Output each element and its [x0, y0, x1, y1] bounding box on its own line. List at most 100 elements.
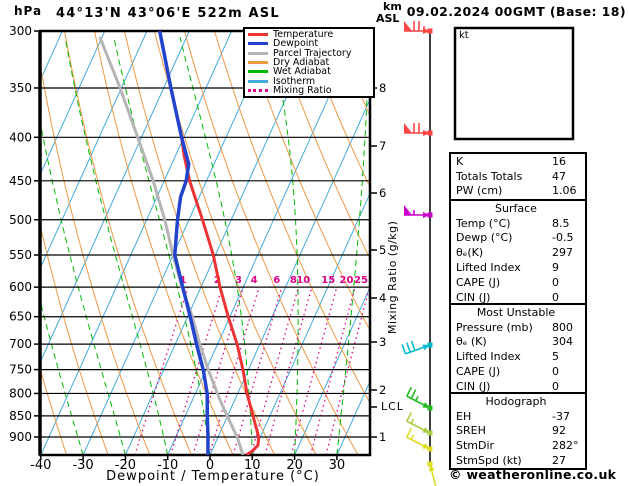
row-label: CAPE (J)	[456, 275, 501, 289]
svg-text:300: 300	[9, 24, 32, 38]
legend-label: Parcel Trajectory	[273, 47, 352, 59]
wet-adiabat-swatch-icon	[248, 70, 268, 74]
row-value: 304	[552, 335, 573, 349]
row-label: EH	[456, 409, 472, 423]
table-row: CAPE (J) 0	[451, 275, 585, 290]
altitude-unit-km-label: km	[383, 0, 402, 13]
row-value: 5	[552, 350, 559, 364]
svg-text:25: 25	[354, 275, 368, 286]
row-label: Lifted Index	[456, 350, 521, 364]
svg-text:400: 400	[9, 130, 32, 144]
svg-text:750: 750	[9, 363, 32, 377]
wind-barb-column	[401, 21, 437, 486]
temperature-swatch-icon	[248, 33, 268, 37]
row-value: 0	[552, 275, 559, 289]
table-row: StmSpd (kt) 27	[451, 453, 585, 468]
table-row: StmDir 282°	[451, 438, 585, 453]
row-value: 27	[552, 454, 566, 468]
table-row: Temp (°C) 8.5	[451, 216, 585, 231]
isotherm-swatch-icon	[248, 79, 268, 83]
hodograph-table: Hodograph EH -37 SREH 92 StmDir 282° StmSpd…	[449, 392, 587, 470]
legend-label: Dewpoint	[273, 38, 319, 50]
x-axis-title: Dewpoint / Temperature (°C)	[106, 469, 320, 484]
svg-text:-40: -40	[30, 458, 51, 473]
svg-text:6: 6	[379, 186, 386, 200]
row-label: SREH	[456, 424, 486, 438]
table-row: CIN (J) 0	[451, 290, 585, 305]
table-row: θₑ(K) 297	[451, 245, 585, 260]
hodograph-unit-label: kt	[459, 30, 469, 41]
svg-text:700: 700	[9, 337, 32, 351]
svg-text:15: 15	[321, 275, 335, 286]
table-row: SREH 92	[451, 424, 585, 439]
table-title: Most Unstable	[476, 305, 556, 319]
svg-text:2: 2	[379, 383, 386, 397]
table-title: Hodograph	[485, 394, 547, 408]
legend: Temperature Dewpoint Parcel Trajectory D…	[243, 27, 375, 99]
svg-text:4: 4	[251, 275, 258, 286]
row-value: 800	[552, 320, 573, 334]
row-value: 297	[552, 246, 573, 260]
row-label: StmSpd (kt)	[456, 454, 522, 468]
legend-label: Mixing Ratio	[273, 84, 332, 96]
dewpoint-curve	[157, 31, 210, 455]
legend-item: Mixing Ratio	[248, 86, 373, 95]
legend-label: Dry Adiabat	[273, 57, 330, 69]
parcel-swatch-icon	[248, 51, 268, 55]
svg-text:650: 650	[9, 310, 32, 324]
svg-text:800: 800	[9, 386, 32, 400]
row-label: Dewp (°C)	[456, 231, 513, 245]
table-row: Dewp (°C) -0.5	[451, 231, 585, 246]
altitude-unit-asl-label: ASL	[376, 12, 400, 25]
mixing-ratio-axis-title: Mixing Ratio (g/kg)	[386, 220, 399, 334]
row-value: 47	[552, 169, 566, 183]
indices-table: K 16 Totals Totals 47 PW (cm) 1.06	[449, 152, 587, 203]
table-row: CAPE (J) 0	[451, 364, 585, 379]
legend-item: Wet Adiabat	[248, 66, 373, 78]
legend-item: Isotherm	[248, 75, 373, 87]
svg-text:4: 4	[379, 291, 386, 305]
svg-text:5: 5	[379, 243, 386, 257]
svg-text:350: 350	[9, 81, 32, 95]
legend-label: Wet Adiabat	[273, 66, 331, 78]
svg-text:1: 1	[180, 275, 187, 286]
table-row: θₑ (K) 304	[451, 335, 585, 350]
row-value: 0	[552, 290, 559, 304]
svg-text:550: 550	[9, 248, 32, 262]
table-title: Surface	[495, 201, 537, 215]
axis-labels: 300350400450500550600650700750800850900-…	[9, 24, 386, 473]
row-value: 0	[552, 365, 559, 379]
row-label: θₑ(K)	[456, 246, 484, 260]
row-label: Totals Totals	[456, 169, 523, 183]
dewpoint-swatch-icon	[248, 42, 268, 46]
svg-text:10: 10	[244, 458, 261, 473]
svg-text:8: 8	[290, 275, 297, 286]
svg-text:500: 500	[9, 213, 32, 227]
pressure-gridlines	[38, 29, 372, 457]
sounding-curves	[98, 31, 261, 455]
svg-text:8: 8	[379, 81, 386, 95]
row-value: 92	[552, 424, 566, 438]
row-value: 16	[552, 154, 566, 168]
svg-text:-30: -30	[72, 458, 93, 473]
svg-text:850: 850	[9, 409, 32, 423]
row-value: 9	[552, 261, 559, 275]
legend-item: Temperature	[248, 30, 373, 39]
mixing-ratio-swatch-icon	[248, 88, 268, 92]
svg-text:-10: -10	[157, 458, 178, 473]
svg-text:6: 6	[273, 275, 280, 286]
row-value: -0.5	[552, 231, 574, 245]
svg-text:10: 10	[296, 275, 310, 286]
svg-text:3: 3	[379, 335, 386, 349]
row-label: Lifted Index	[456, 261, 521, 275]
table-row: Lifted Index 9	[451, 260, 585, 275]
row-label: θₑ (K)	[456, 335, 487, 349]
svg-text:3: 3	[235, 275, 242, 286]
row-value: 282°	[552, 439, 579, 453]
station-title: 44°13'N 43°06'E 522m ASL	[56, 6, 280, 21]
legend-label: Isotherm	[273, 75, 316, 87]
table-row: Totals Totals 47	[451, 169, 585, 184]
row-label: K	[456, 154, 464, 168]
